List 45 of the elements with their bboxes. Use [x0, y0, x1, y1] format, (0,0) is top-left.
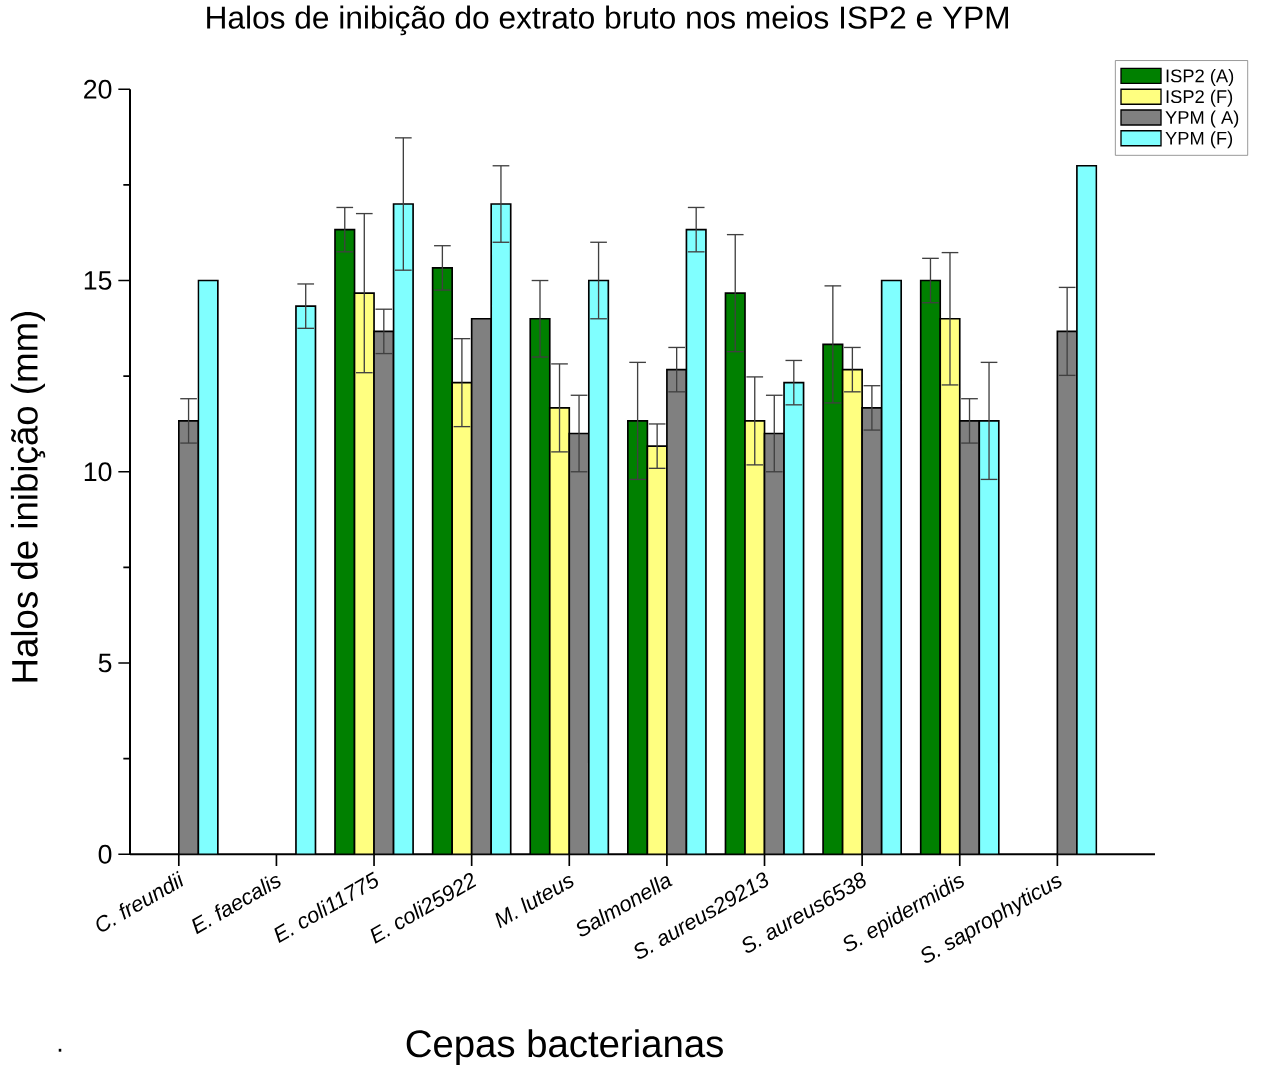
- text: .: [58, 1048, 62, 1052]
- bar: [354, 292, 375, 855]
- bar: [823, 344, 843, 855]
- y-tick-label: 20: [84, 79, 112, 99]
- bar: [1056, 330, 1078, 855]
- bar: [862, 407, 882, 855]
- bar: [725, 292, 745, 855]
- bar: [335, 229, 355, 855]
- bar: [745, 420, 765, 855]
- bar: [627, 420, 648, 855]
- bar: [432, 267, 453, 855]
- bar: [1076, 164, 1098, 855]
- bar: [569, 433, 589, 855]
- legend-label: ISP2 (F): [1166, 89, 1233, 107]
- bar: [177, 419, 200, 855]
- bar: [549, 407, 570, 855]
- y-tick-label: 5: [98, 653, 112, 673]
- legend-label: ISP2 (A): [1166, 68, 1234, 86]
- bar: [295, 305, 316, 855]
- chart-title: Halos de inibição do extrato bruto nos meios ISP2 e YPM: [207, 5, 1008, 35]
- bar: [939, 317, 961, 855]
- x-axis-title: Cepas bacterianas: [406, 1028, 723, 1065]
- bar: [197, 279, 219, 855]
- y-tick-label: 15: [84, 270, 112, 290]
- legend-label: YPM ( A): [1165, 110, 1239, 128]
- bar: [647, 445, 667, 855]
- bar: [471, 318, 492, 855]
- bar: [842, 369, 863, 855]
- legend-label: YPM (F): [1165, 131, 1233, 149]
- bar: [588, 280, 609, 855]
- bar: [393, 203, 414, 855]
- bar: [978, 419, 1000, 855]
- bar: [666, 369, 687, 855]
- y-axis-title: Halos de inibição (mm): [10, 311, 46, 682]
- bar: [530, 318, 550, 855]
- bar: [958, 419, 981, 855]
- bar: [686, 229, 706, 855]
- y-tick-label: 0: [98, 844, 112, 864]
- bar: [881, 280, 902, 855]
- bar: [452, 382, 472, 855]
- bar: [374, 331, 394, 855]
- bar: [784, 382, 804, 855]
- y-tick-label: 10: [84, 462, 112, 481]
- bar: [491, 203, 511, 855]
- bar: [764, 433, 785, 855]
